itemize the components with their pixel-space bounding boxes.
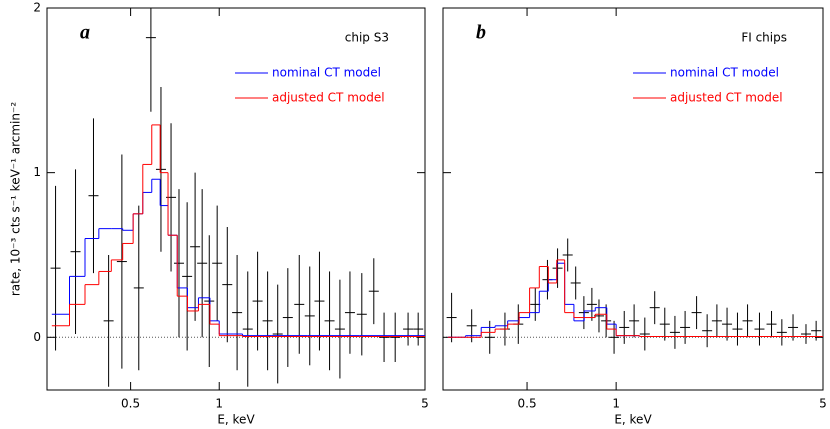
legend-label: nominal CT model (670, 66, 779, 80)
x-tick-label: 0.5 (518, 397, 537, 411)
x-tick-label: 5 (819, 397, 827, 411)
plot-frame (46, 7, 426, 391)
x-tick-label: 5 (421, 397, 429, 411)
x-axis-label: E, keV (614, 413, 652, 427)
y-tick-label: 2 (33, 1, 41, 15)
panel-label: a (80, 22, 90, 44)
x-tick-label: 1 (612, 397, 620, 411)
x-tick-label: 0.5 (121, 397, 140, 411)
y-tick-label: 0 (33, 330, 41, 344)
panel-label: b (476, 22, 486, 44)
legend-label: adjusted CT model (272, 91, 385, 105)
annotation: chip S3 (345, 31, 389, 45)
y-tick-label: 1 (33, 165, 41, 179)
plot-frame (442, 7, 824, 391)
y-axis-label: rate, 10⁻³ cts s⁻¹ keV⁻¹ arcmin⁻² (9, 102, 23, 296)
legend-label: nominal CT model (272, 66, 381, 80)
x-axis-label: E, keV (217, 413, 255, 427)
x-tick-label: 1 (215, 397, 223, 411)
annotation: FI chips (741, 31, 787, 45)
legend-label: adjusted CT model (670, 91, 783, 105)
